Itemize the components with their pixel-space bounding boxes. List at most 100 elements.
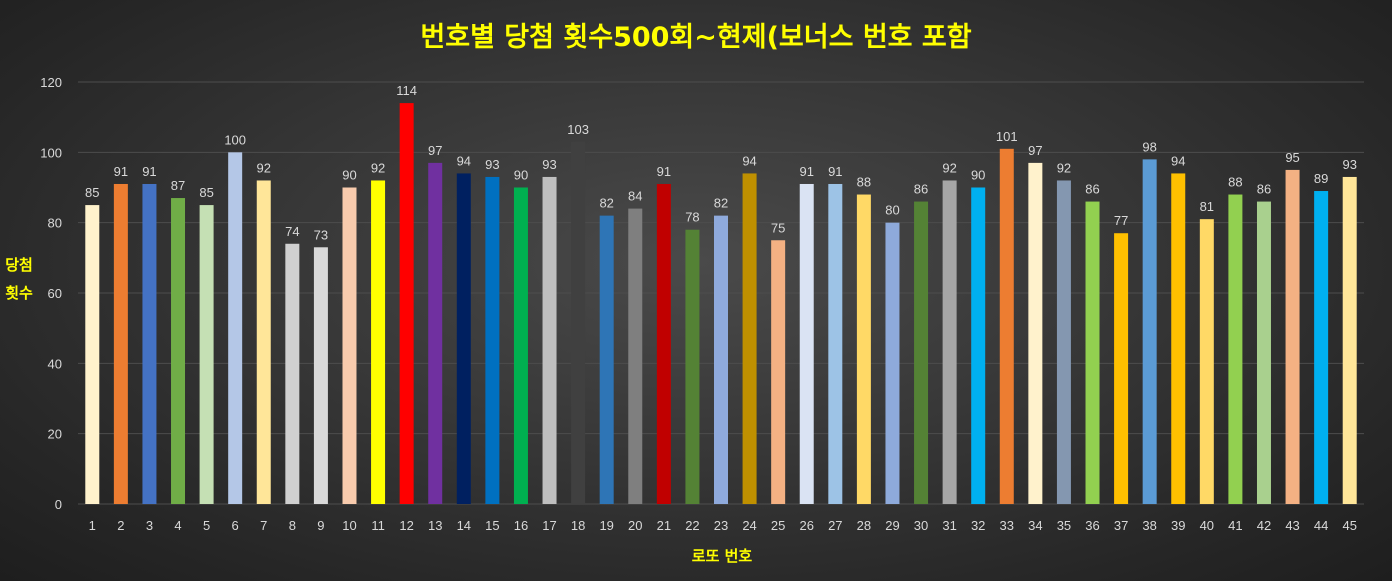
x-tick-label: 31 — [942, 518, 956, 533]
bar — [371, 180, 386, 504]
x-tick-label: 33 — [1000, 518, 1014, 533]
data-label: 93 — [542, 157, 556, 172]
bar — [914, 201, 929, 505]
x-tick-label: 4 — [174, 518, 181, 533]
data-label: 86 — [1085, 182, 1099, 197]
bar — [799, 183, 814, 504]
x-tick-label: 41 — [1228, 518, 1242, 533]
bar — [628, 208, 643, 504]
bar — [942, 180, 957, 504]
x-tick-label: 28 — [857, 518, 871, 533]
x-tick-label: 45 — [1342, 518, 1356, 533]
bar — [1199, 219, 1214, 504]
data-label: 90 — [342, 168, 356, 183]
y-axis-title-word: 당첨 — [5, 256, 33, 274]
y-tick-label: 80 — [48, 216, 62, 231]
bar — [971, 187, 986, 504]
data-label: 92 — [1057, 160, 1071, 175]
y-tick-label: 20 — [48, 427, 62, 442]
y-axis-ticks: 0 20 40 60 80 100 120 — [40, 75, 62, 512]
y-tick-label: 60 — [48, 286, 62, 301]
bar — [685, 229, 700, 504]
x-tick-label: 32 — [971, 518, 985, 533]
x-tick-label: 1 — [89, 518, 96, 533]
bar — [171, 198, 186, 505]
x-tick-label: 3 — [146, 518, 153, 533]
x-tick-label: 12 — [399, 518, 413, 533]
bar — [771, 240, 786, 504]
x-tick-label: 26 — [799, 518, 813, 533]
data-label: 90 — [971, 168, 985, 183]
x-tick-label: 43 — [1285, 518, 1299, 533]
x-tick-label: 10 — [342, 518, 356, 533]
data-label: 95 — [1285, 150, 1299, 165]
x-tick-label: 27 — [828, 518, 842, 533]
bar — [199, 205, 214, 505]
x-tick-label: 18 — [571, 518, 585, 533]
y-tick-label: 120 — [40, 75, 62, 90]
y-tick-label: 100 — [40, 145, 62, 160]
bars — [85, 103, 1357, 505]
bar — [714, 215, 728, 504]
bar — [285, 243, 300, 504]
data-label: 92 — [257, 160, 271, 175]
data-label: 91 — [142, 164, 156, 179]
x-tick-label: 22 — [685, 518, 699, 533]
x-tick-label: 25 — [771, 518, 785, 533]
x-tick-label: 40 — [1200, 518, 1214, 533]
data-label: 86 — [1257, 182, 1271, 197]
x-tick-label: 36 — [1085, 518, 1099, 533]
data-label: 91 — [114, 164, 128, 179]
x-tick-label: 19 — [599, 518, 613, 533]
data-label: 90 — [514, 168, 528, 183]
bar — [571, 141, 586, 505]
data-label: 114 — [396, 83, 417, 98]
x-tick-label: 14 — [457, 518, 471, 533]
bar — [742, 173, 757, 504]
data-label: 101 — [996, 129, 1018, 144]
data-label: 78 — [685, 210, 699, 225]
x-tick-label: 37 — [1114, 518, 1128, 533]
data-label: 93 — [1342, 157, 1356, 172]
bar — [1256, 201, 1271, 505]
data-label: 86 — [914, 182, 928, 197]
bar — [1342, 176, 1357, 504]
x-axis-ticks: 1 2 3 4 5 6 7 8 9 10 11 12 13 14 15 16 17 18 19 20 21 22 23 24 2… — [89, 518, 1357, 533]
bar — [256, 180, 271, 504]
x-tick-label: 16 — [514, 518, 528, 533]
x-tick-label: 17 — [542, 518, 556, 533]
bar — [1285, 169, 1300, 504]
x-tick-label: 2 — [117, 518, 124, 533]
x-tick-label: 29 — [885, 518, 899, 533]
bar — [656, 183, 671, 504]
data-label: 82 — [714, 196, 728, 211]
bar — [1114, 233, 1129, 504]
data-label: 89 — [1314, 171, 1328, 186]
data-label: 88 — [1228, 175, 1242, 190]
bar — [456, 173, 471, 504]
x-tick-label: 9 — [317, 518, 324, 533]
data-label: 91 — [828, 164, 842, 179]
x-axis-title: 로또 번호 — [692, 547, 753, 565]
bar — [1056, 180, 1071, 504]
bar — [513, 187, 528, 504]
data-label: 81 — [1200, 199, 1214, 214]
x-tick-label: 20 — [628, 518, 642, 533]
bar — [313, 247, 328, 505]
x-tick-label: 5 — [203, 518, 210, 533]
data-label: 91 — [657, 164, 671, 179]
bar — [485, 176, 500, 504]
data-label: 92 — [371, 160, 385, 175]
bar — [85, 205, 100, 505]
data-label: 80 — [885, 203, 899, 218]
data-label: 74 — [285, 224, 299, 239]
x-tick-label: 24 — [742, 518, 756, 533]
x-tick-label: 35 — [1057, 518, 1071, 533]
x-tick-label: 34 — [1028, 518, 1042, 533]
data-label: 82 — [599, 196, 613, 211]
data-label: 93 — [485, 157, 499, 172]
data-label: 103 — [567, 122, 589, 137]
bar — [1314, 191, 1329, 504]
